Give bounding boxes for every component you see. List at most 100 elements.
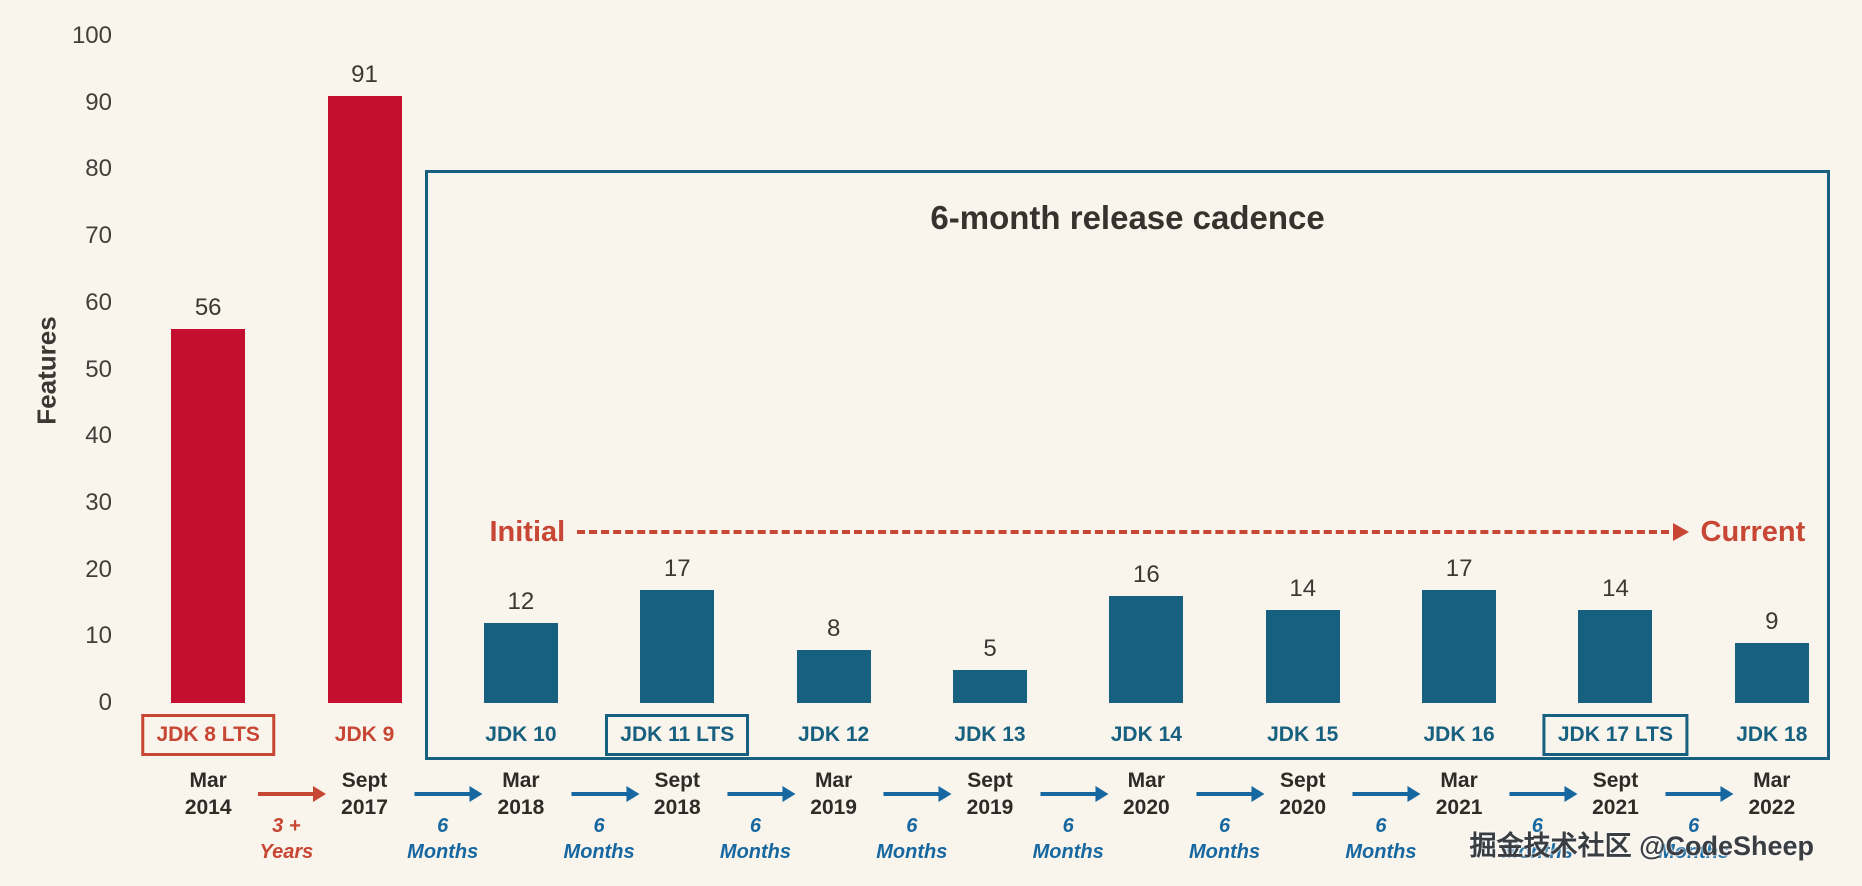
jdk-label-jdk-16: JDK 16 xyxy=(1423,723,1495,746)
y-tick-100: 100 xyxy=(71,22,112,49)
y-tick-30: 30 xyxy=(85,488,112,516)
jdk-label-jdk-15: JDK 15 xyxy=(1267,723,1339,746)
date-sept-2017: Sept 2017 xyxy=(341,769,388,819)
bar-slot-jdk-14: 16 xyxy=(1109,36,1184,703)
arrow-right-icon xyxy=(571,792,628,796)
bar-value-jdk-13: 5 xyxy=(983,634,997,662)
bar-jdk-18 xyxy=(1734,642,1809,703)
jdk-label-jdk-14: JDK 14 xyxy=(1110,723,1182,746)
y-tick-10: 10 xyxy=(85,622,112,650)
plot-area: 6-month release cadence Initial Current … xyxy=(130,36,1850,760)
bar-slot-jdk-15: 14 xyxy=(1265,36,1340,703)
bar-value-jdk-9: 91 xyxy=(351,61,378,89)
gap-label-3: 6 Months xyxy=(719,815,791,863)
date-sept-2021: Sept 2021 xyxy=(1592,769,1639,819)
y-tick-20: 20 xyxy=(85,555,112,583)
timeline-row: Mar 2014 Sept 2017 Mar 2018 Sept 2018 Mar 2019 Sep… xyxy=(130,768,1850,886)
gap-label-1: 6 Months xyxy=(407,815,479,863)
y-tick-90: 90 xyxy=(85,88,112,116)
gap-cell-8: 6 Months xyxy=(1502,792,1573,865)
y-tick-40: 40 xyxy=(85,422,112,450)
jdk-label-jdk-12: JDK 12 xyxy=(798,723,870,746)
y-tick-50: 50 xyxy=(85,355,112,383)
gap-cell-5: 6 Months xyxy=(1033,792,1104,865)
bar-slot-jdk-12: 8 xyxy=(796,36,871,703)
date-sept-2019: Sept 2019 xyxy=(966,769,1014,819)
date-mar-2019: Mar 2019 xyxy=(810,769,857,819)
gap-label-6: 6 Months xyxy=(1188,815,1261,863)
date-mar-2021: Mar 2021 xyxy=(1435,769,1483,819)
bar-value-jdk-17-lts: 14 xyxy=(1602,574,1629,602)
bar-slot-jdk-8-lts: 56 xyxy=(171,36,246,703)
bar-value-jdk-11-lts: 17 xyxy=(663,554,691,582)
y-axis-ticks: 0 10 20 30 40 50 60 70 80 90 100 xyxy=(0,22,112,716)
bar-slot-jdk-10: 12 xyxy=(483,36,558,703)
gap-label-9: 6 Months xyxy=(1658,815,1730,863)
gap-cell-1: 6 Months xyxy=(407,792,478,865)
dashed-arrow-line xyxy=(577,530,1669,534)
bar-slot-jdk-18: 9 xyxy=(1734,36,1809,703)
bar-jdk-10 xyxy=(483,622,558,703)
bar-jdk-13 xyxy=(953,669,1027,703)
date-sept-2020: Sept 2020 xyxy=(1279,769,1327,819)
arrow-right-icon xyxy=(258,792,315,796)
arrow-right-icon xyxy=(883,792,940,796)
bar-slot-jdk-13: 5 xyxy=(953,36,1027,703)
jdk-label-jdk-17-lts: JDK 17 LTS xyxy=(1542,714,1689,756)
gap-cell-2: 6 Months xyxy=(564,792,635,865)
arrow-right-icon xyxy=(1665,792,1722,796)
gap-label-7: 6 Months xyxy=(1345,815,1417,863)
bar-value-jdk-14: 16 xyxy=(1133,561,1160,589)
date-sept-2018: Sept 2018 xyxy=(653,769,701,819)
bar-value-jdk-10: 12 xyxy=(507,587,535,615)
jdk-label-jdk-18: JDK 18 xyxy=(1736,723,1808,746)
date-mar-2014: Mar 2014 xyxy=(184,769,232,819)
y-tick-80: 80 xyxy=(85,155,112,183)
gap-label-4: 6 Months xyxy=(876,815,948,863)
bar-slot-jdk-17-lts: 14 xyxy=(1578,36,1653,703)
bar-slot-jdk-16: 17 xyxy=(1422,36,1497,703)
watermark-text: 掘金技术社区 @CodeSheep xyxy=(1469,831,1814,861)
bar-value-jdk-15: 14 xyxy=(1289,574,1317,602)
gap-cell-4: 6 Months xyxy=(876,792,947,865)
initial-current-annotation: Initial Current xyxy=(489,514,1805,550)
jdk-label-jdk-10: JDK 10 xyxy=(485,723,557,746)
bar-value-jdk-18: 9 xyxy=(1765,607,1779,635)
cadence-box: 6-month release cadence xyxy=(424,170,1831,760)
gap-label-2: 6 Months xyxy=(563,815,635,863)
arrow-right-icon xyxy=(1352,792,1409,796)
bar-slot-jdk-9: 91 xyxy=(327,36,402,703)
bar-value-jdk-12: 8 xyxy=(826,614,841,642)
arrowhead-icon xyxy=(1672,523,1689,541)
bar-value-jdk-16: 17 xyxy=(1445,554,1473,582)
bar-jdk-12 xyxy=(796,649,871,703)
y-tick-0: 0 xyxy=(98,689,112,716)
jdk-label-jdk-8-lts: JDK 8 LTS xyxy=(141,714,275,756)
current-label: Current xyxy=(1700,515,1806,548)
gap-cell-6: 6 Months xyxy=(1189,792,1260,865)
jdk-label-jdk-13: JDK 13 xyxy=(954,723,1026,746)
date-mar-2020: Mar 2020 xyxy=(1123,769,1170,819)
bar-jdk-15 xyxy=(1265,609,1340,703)
arrow-right-icon xyxy=(414,792,471,796)
gap-cell-3: 6 Months xyxy=(720,792,791,865)
arrow-right-icon xyxy=(1196,792,1253,796)
arrow-right-icon xyxy=(1040,792,1097,796)
bar-jdk-11-lts xyxy=(640,589,715,703)
bar-slot-jdk-11-lts: 17 xyxy=(640,36,715,703)
gap-cell-7: 6 Months xyxy=(1345,792,1416,865)
bar-value-jdk-8-lts: 56 xyxy=(194,294,222,322)
arrow-right-icon xyxy=(1509,792,1566,796)
bar-jdk-8-lts xyxy=(171,329,246,703)
jdk-label-row: JDK 8 LTS JDK 9 JDK 10 JDK 11 LTS JDK 12 JDK … xyxy=(130,714,1850,760)
bar-jdk-9 xyxy=(327,96,402,703)
bar-jdk-14 xyxy=(1109,596,1184,703)
bar-jdk-17-lts xyxy=(1578,609,1653,703)
gap-label-5: 6 Months xyxy=(1032,815,1104,863)
gap-cell-0: 3 + Years xyxy=(258,792,315,865)
jdk-label-jdk-9: JDK 9 xyxy=(334,723,395,746)
y-tick-60: 60 xyxy=(85,288,112,316)
y-tick-70: 70 xyxy=(85,222,112,250)
bar-jdk-16 xyxy=(1422,589,1497,703)
jdk-label-jdk-11-lts: JDK 11 LTS xyxy=(605,714,750,756)
